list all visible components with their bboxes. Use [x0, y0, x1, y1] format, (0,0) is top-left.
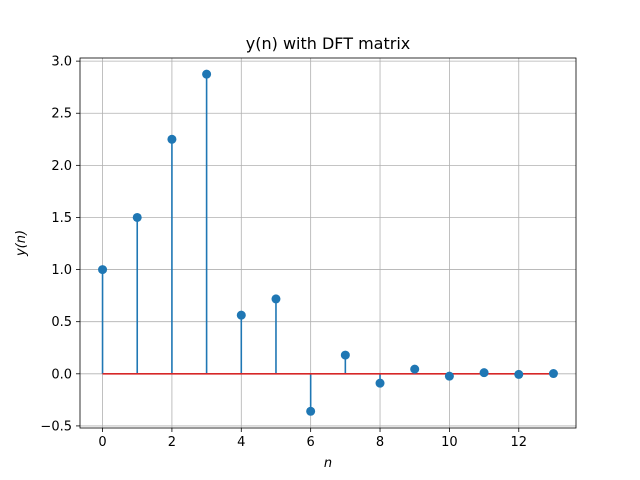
x-tick-label: 8	[376, 435, 384, 450]
stem-marker	[306, 406, 316, 416]
stem-marker	[444, 371, 454, 381]
stem-marker	[479, 368, 489, 378]
data-series	[98, 69, 558, 416]
stem-marker	[132, 212, 142, 222]
stem-marker	[236, 310, 246, 320]
stem-marker	[98, 265, 108, 275]
stem-marker	[514, 369, 524, 379]
y-axis-label: y(n)	[14, 230, 29, 257]
stem-marker	[340, 350, 350, 360]
chart-title: y(n) with DFT matrix	[246, 34, 410, 53]
y-tick-label: −0.5	[40, 419, 72, 434]
stem-marker	[271, 294, 281, 304]
y-tick-label: 0.0	[51, 367, 72, 382]
stem-marker	[410, 364, 420, 374]
stem-marker	[202, 69, 212, 79]
axis-ticks: 0 2 4 6 8 10 12 −0.5 0.0 0.5 1.0 1.5 2.0 2.5 3.0	[40, 55, 527, 450]
grid	[80, 58, 576, 428]
plot-frame	[79, 57, 577, 429]
y-tick-label: 1.0	[51, 263, 72, 278]
y-tick-label: 0.5	[51, 315, 72, 330]
x-tick-label: 2	[168, 435, 176, 450]
x-axis-label: n	[324, 456, 332, 471]
y-tick-label: 1.5	[51, 211, 72, 226]
x-tick-label: 12	[510, 435, 527, 450]
y-tick-label: 2.0	[51, 159, 72, 174]
x-tick-label: 10	[441, 435, 458, 450]
x-tick-label: 6	[307, 435, 315, 450]
x-tick-label: 4	[237, 435, 245, 450]
y-tick-label: 3.0	[51, 55, 72, 70]
x-tick-label: 0	[98, 435, 106, 450]
stem-marker	[167, 134, 177, 144]
stem-marker	[548, 369, 558, 379]
stem-marker	[375, 378, 385, 388]
y-tick-label: 2.5	[51, 107, 72, 122]
